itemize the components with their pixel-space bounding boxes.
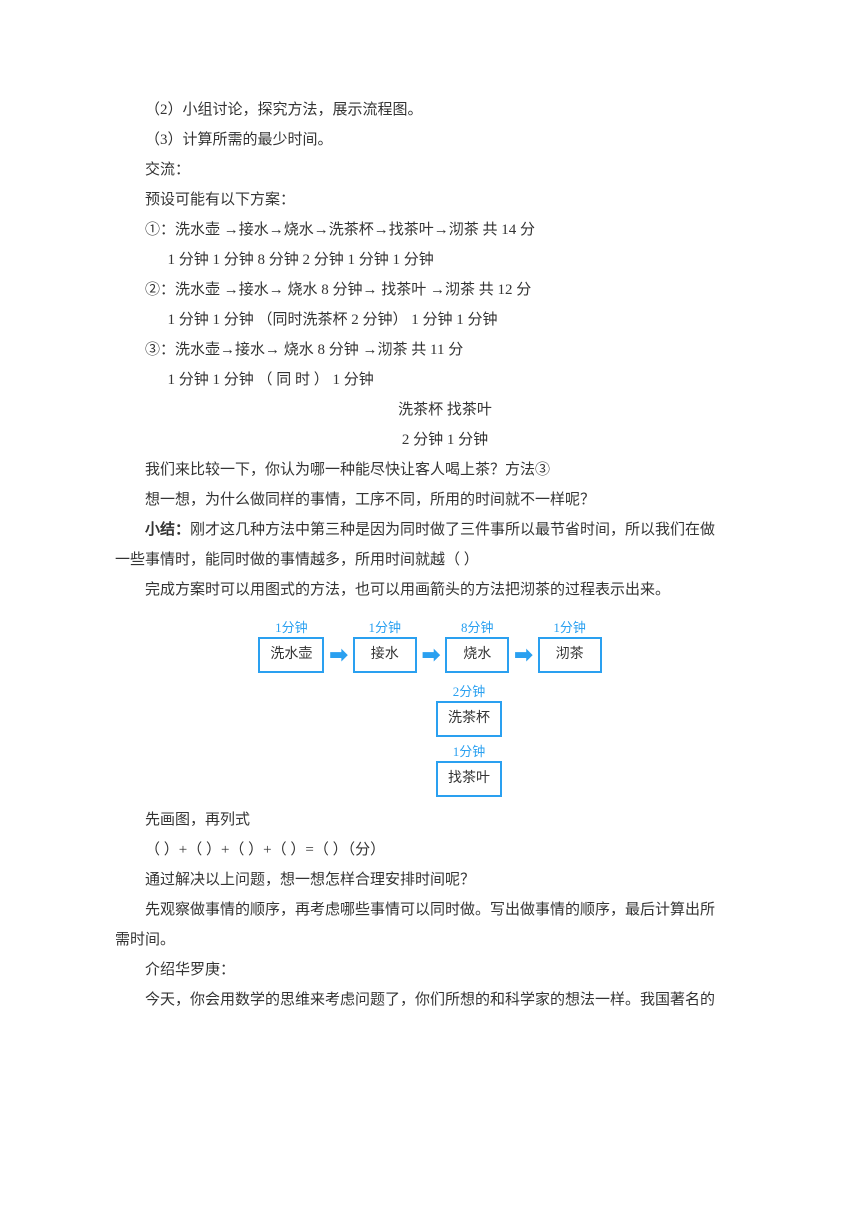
para: （3）计算所需的最少时间。 [115,125,745,155]
scheme-3-sub: 洗茶杯 找茶叶 [115,395,745,425]
step-time-label: 2分钟 [453,683,486,701]
arrow-icon: ➡ [422,633,440,677]
para: （2）小组讨论，探究方法，展示流程图。 [115,95,745,125]
summary-text: 刚才这几种方法中第三种是因为同时做了三件事所以最节省时间，所以我们在做 [190,522,715,538]
flowchart-diagram: 1分钟 洗水壶 ➡ 1分钟 接水 ➡ 8分钟 烧水 ➡ 1分钟 沏茶 2分钟 洗… [115,615,745,797]
flowchart-substep: 2分钟 洗茶杯 [436,683,502,737]
flowchart-step: 8分钟 烧水 [445,619,509,673]
para: 预设可能有以下方案： [115,185,745,215]
step-time-label: 1分钟 [553,619,586,637]
para-think: 想一想，为什么做同样的事情，工序不同，所用的时间就不一样呢？ [115,485,745,515]
summary-label: 小结： [145,522,190,538]
step-box: 找茶叶 [436,761,502,797]
para: 交流： [115,155,745,185]
flowchart-step: 1分钟 沏茶 [538,619,602,673]
flowchart-main-row: 1分钟 洗水壶 ➡ 1分钟 接水 ➡ 8分钟 烧水 ➡ 1分钟 沏茶 [258,615,601,677]
para-method: 完成方案时可以用图式的方法，也可以用画箭头的方法把沏茶的过程表示出来。 [115,575,745,605]
step-time-label: 1分钟 [275,619,308,637]
scheme-3-times: 1 分钟 1 分钟 （ 同 时 ） 1 分钟 [115,365,745,395]
para: 先观察做事情的顺序，再考虑哪些事情可以同时做。写出做事情的顺序，最后计算出所 [115,895,745,925]
scheme-3: ③：洗水壶→接水→ 烧水 8 分钟 →沏茶 共 11 分 [115,335,745,365]
para-summary-cont: 一些事情时，能同时做的事情越多，所用时间就越（ ） [115,545,745,575]
para-compare: 我们来比较一下，你认为哪一种能尽快让客人喝上茶？方法③ [115,455,745,485]
page-content: （2）小组讨论，探究方法，展示流程图。 （3）计算所需的最少时间。 交流： 预设… [0,0,860,1055]
scheme-2: ②：洗水壶 →接水→ 烧水 8 分钟→ 找茶叶 →沏茶 共 12 分 [115,275,745,305]
para: 需时间。 [115,925,745,955]
step-box: 洗水壶 [258,637,324,673]
scheme-1-times: 1 分钟 1 分钟 8 分钟 2 分钟 1 分钟 1 分钟 [115,245,745,275]
flowchart-step: 1分钟 洗水壶 [258,619,324,673]
step-box: 烧水 [445,637,509,673]
flowchart-step: 1分钟 接水 [353,619,417,673]
para-summary: 小结：刚才这几种方法中第三种是因为同时做了三件事所以最节省时间，所以我们在做 [115,515,745,545]
para: 今天，你会用数学的思维来考虑问题了，你们所想的和科学家的想法一样。我国著名的 [115,985,745,1015]
scheme-2-times: 1 分钟 1 分钟 （同时洗茶杯 2 分钟） 1 分钟 1 分钟 [115,305,745,335]
step-time-label: 1分钟 [369,619,402,637]
para: 介绍华罗庚： [115,955,745,985]
flowchart-substep: 1分钟 找茶叶 [436,743,502,797]
step-box: 洗茶杯 [436,701,502,737]
para: 先画图，再列式 [115,805,745,835]
step-time-label: 1分钟 [453,743,486,761]
para-equation: （ ）+（ ）+（ ）+（ ）=（ ）（分） [115,835,745,865]
scheme-3-sub-times: 2 分钟 1 分钟 [115,425,745,455]
arrow-icon: ➡ [329,633,347,677]
step-time-label: 8分钟 [461,619,494,637]
arrow-icon: ➡ [514,633,532,677]
scheme-1: ①：洗水壶 →接水→烧水→洗茶杯→找茶叶→沏茶 共 14 分 [115,215,745,245]
step-box: 沏茶 [538,637,602,673]
para: 通过解决以上问题，想一想怎样合理安排时间呢？ [115,865,745,895]
step-box: 接水 [353,637,417,673]
